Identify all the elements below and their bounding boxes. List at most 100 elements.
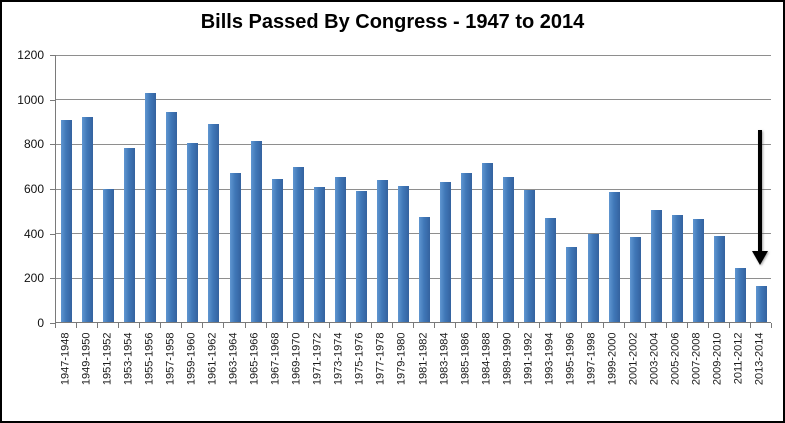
x-tick-label: 2001-2002 bbox=[627, 332, 640, 386]
x-tick-mark bbox=[265, 323, 267, 328]
x-tick-label: 1975-1976 bbox=[353, 332, 366, 386]
bar bbox=[166, 112, 178, 322]
gridline bbox=[56, 233, 771, 235]
bar bbox=[629, 237, 641, 322]
x-tick-mark bbox=[244, 323, 246, 328]
bar bbox=[292, 166, 304, 322]
gridline bbox=[56, 188, 771, 190]
x-tick-mark bbox=[349, 323, 351, 328]
y-tick-label: 0 bbox=[37, 316, 44, 330]
x-tick-label: 1947-1948 bbox=[59, 332, 72, 386]
bar bbox=[103, 189, 115, 322]
bar bbox=[545, 218, 557, 322]
x-tick-mark bbox=[434, 323, 436, 328]
x-tick-label: 2011-2012 bbox=[732, 332, 745, 385]
down-arrow-annotation bbox=[746, 128, 776, 270]
bar bbox=[608, 192, 620, 322]
x-tick-mark bbox=[202, 323, 204, 328]
x-tick-label: 1959-1960 bbox=[185, 332, 198, 386]
x-tick-label: 1965-1966 bbox=[248, 332, 261, 386]
x-tick-mark bbox=[328, 323, 330, 328]
x-tick-mark bbox=[476, 323, 478, 328]
x-tick-label: 1955-1956 bbox=[143, 332, 156, 386]
x-tick-mark bbox=[581, 323, 583, 328]
y-tick-label: 600 bbox=[23, 182, 44, 196]
x-tick-mark bbox=[97, 323, 99, 328]
x-tick-label: 1999-2000 bbox=[606, 332, 619, 386]
bar bbox=[313, 186, 325, 322]
x-tick-mark bbox=[518, 323, 520, 328]
gridline bbox=[56, 277, 771, 279]
x-tick-mark bbox=[307, 323, 309, 328]
x-tick-mark bbox=[223, 323, 225, 328]
chart-title: Bills Passed By Congress - 1947 to 2014 bbox=[200, 11, 585, 33]
x-tick-label: 1971-1972 bbox=[311, 332, 324, 386]
x-tick-mark bbox=[55, 323, 56, 328]
bar bbox=[397, 185, 409, 322]
bar bbox=[208, 124, 220, 322]
x-tick-label: 1989-1990 bbox=[501, 332, 514, 386]
x-tick-mark bbox=[728, 323, 730, 328]
x-tick-label: 1984-1988 bbox=[480, 332, 493, 386]
x-tick-mark bbox=[160, 323, 162, 328]
x-tick-label: 1957-1958 bbox=[164, 332, 177, 386]
x-tick-label: 1981-1982 bbox=[417, 332, 430, 386]
x-tick-label: 1967-1968 bbox=[269, 332, 282, 386]
bar bbox=[482, 163, 494, 322]
x-tick-mark bbox=[118, 323, 120, 328]
x-tick-mark bbox=[623, 323, 625, 328]
x-tick-label: 1961-1962 bbox=[206, 332, 219, 386]
bar bbox=[419, 217, 431, 322]
x-tick-mark bbox=[644, 323, 646, 328]
bar bbox=[145, 93, 157, 322]
x-tick-label: 1979-1980 bbox=[395, 332, 408, 386]
x-tick-label: 1977-1978 bbox=[374, 332, 387, 386]
y-tick-mark bbox=[50, 99, 55, 101]
gridline bbox=[56, 99, 771, 101]
y-tick-label: 800 bbox=[23, 137, 44, 152]
x-tick-label: 1949-1950 bbox=[80, 332, 93, 386]
x-tick-label: 1953-1954 bbox=[122, 332, 135, 386]
bar bbox=[503, 176, 515, 322]
x-tick-mark bbox=[76, 323, 78, 328]
bar bbox=[440, 182, 452, 322]
x-tick-mark bbox=[286, 323, 288, 328]
arrow-shaft bbox=[758, 130, 762, 252]
gridline bbox=[56, 54, 771, 56]
bar bbox=[671, 214, 683, 322]
x-tick-mark bbox=[771, 323, 772, 328]
x-tick-mark bbox=[181, 323, 183, 328]
bar bbox=[250, 141, 262, 322]
x-tick-label: 1995-1996 bbox=[564, 332, 577, 386]
x-tick-label: 2009-2010 bbox=[711, 332, 724, 386]
x-tick-mark bbox=[665, 323, 667, 328]
bar bbox=[355, 191, 367, 322]
y-tick-label: 1200 bbox=[17, 48, 44, 62]
y-tick-mark bbox=[50, 278, 55, 280]
x-tick-label: 1973-1974 bbox=[332, 332, 345, 386]
x-tick-label: 1969-1970 bbox=[290, 332, 303, 386]
x-tick-label: 1997-1998 bbox=[585, 332, 598, 386]
x-tick-label: 1993-1994 bbox=[543, 332, 556, 386]
x-tick-mark bbox=[391, 323, 393, 328]
x-tick-label: 1991-1992 bbox=[522, 332, 535, 386]
bar bbox=[334, 176, 346, 322]
x-tick-label: 1983-1984 bbox=[438, 332, 451, 386]
y-tick-mark bbox=[50, 233, 55, 235]
x-tick-label: 1951-1952 bbox=[101, 332, 114, 386]
bar bbox=[650, 210, 662, 322]
bar bbox=[271, 179, 283, 322]
y-tick-mark bbox=[50, 144, 55, 146]
x-tick-mark bbox=[707, 323, 709, 328]
y-tick-label: 200 bbox=[23, 271, 44, 286]
plot-area bbox=[55, 54, 771, 323]
y-tick-mark bbox=[50, 189, 55, 190]
x-tick-label: 1985-1986 bbox=[459, 332, 472, 386]
x-tick-label: 2007-2008 bbox=[690, 332, 703, 386]
x-tick-mark bbox=[139, 323, 141, 328]
bar bbox=[61, 119, 73, 322]
x-tick-label: 2003-2004 bbox=[648, 332, 661, 386]
x-tick-mark bbox=[749, 323, 751, 328]
y-tick-mark bbox=[50, 55, 55, 56]
